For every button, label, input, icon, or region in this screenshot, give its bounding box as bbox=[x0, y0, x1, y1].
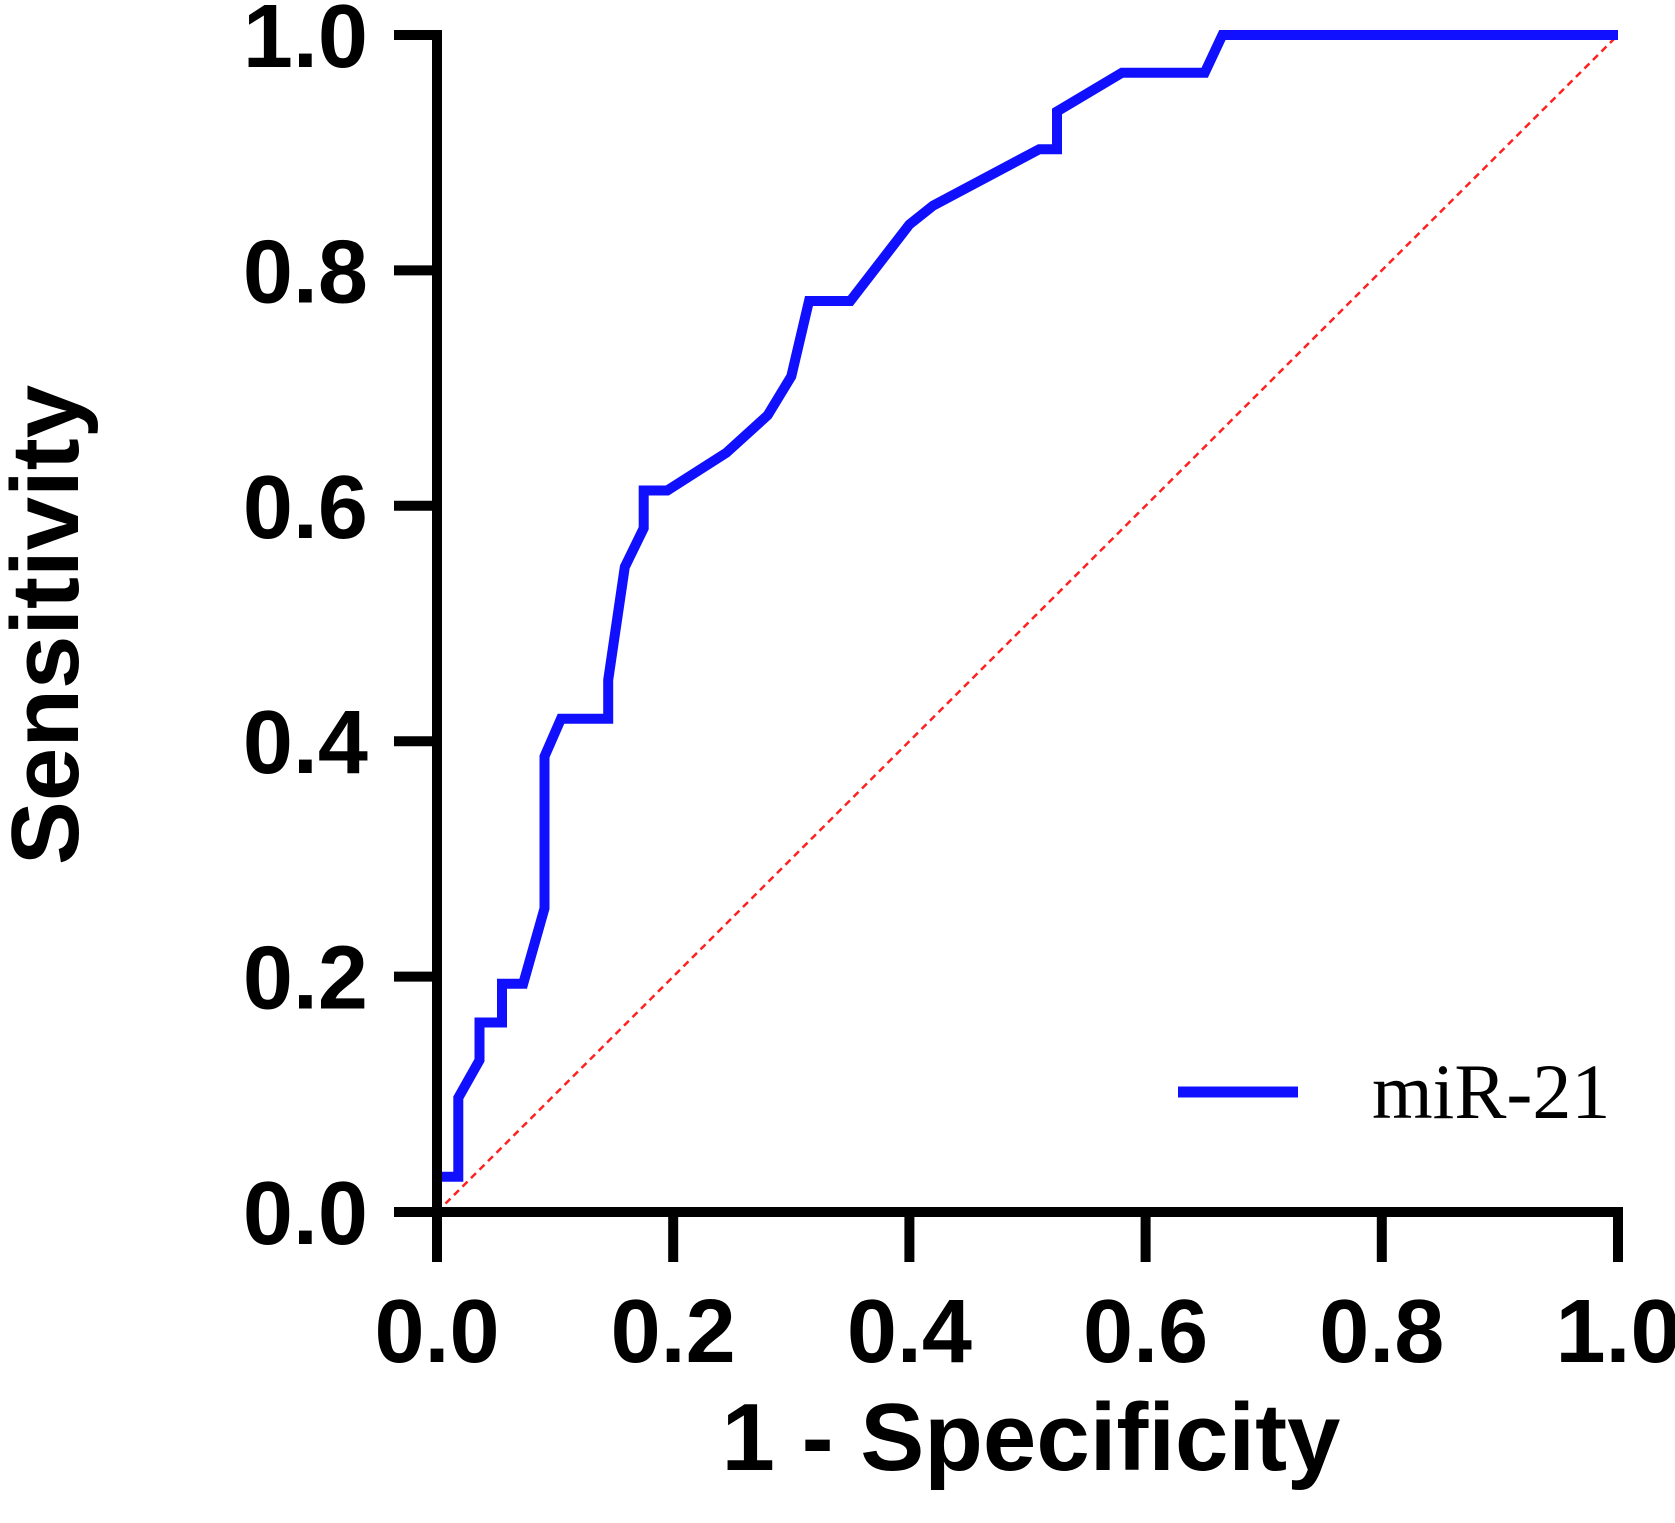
tick-labels: 0.0 0.2 0.4 0.6 0.8 1.0 0.0 0.2 0.4 0.6 0.8 1.0 bbox=[243, 0, 1675, 1382]
x-tick-label: 1.0 bbox=[1555, 1282, 1675, 1382]
y-tick-label: 1.0 bbox=[243, 0, 368, 87]
x-tick-label: 0.0 bbox=[374, 1282, 499, 1382]
roc-curve-mir-21 bbox=[432, 30, 1618, 1212]
legend-label-mir-21: miR-21 bbox=[1372, 1048, 1610, 1135]
plot-area bbox=[432, 30, 1619, 1213]
legend: miR-21 bbox=[1178, 1048, 1610, 1135]
axes bbox=[394, 30, 1623, 1262]
x-tick-label: 0.4 bbox=[847, 1282, 972, 1382]
x-tick-label: 0.8 bbox=[1319, 1282, 1444, 1382]
y-tick-label: 0.8 bbox=[243, 222, 368, 322]
y-tick-label: 0.0 bbox=[243, 1164, 368, 1264]
y-axis-title: Sensitivity bbox=[0, 385, 99, 865]
x-tick-label: 0.6 bbox=[1083, 1282, 1208, 1382]
y-tick-label: 0.4 bbox=[243, 693, 368, 793]
x-axis-title: 1 - Specificity bbox=[722, 1384, 1341, 1491]
y-tick-label: 0.2 bbox=[243, 929, 368, 1029]
y-tick-label: 0.6 bbox=[243, 458, 368, 558]
reference-diagonal-line bbox=[436, 34, 1619, 1213]
x-tick-label: 0.2 bbox=[611, 1282, 736, 1382]
